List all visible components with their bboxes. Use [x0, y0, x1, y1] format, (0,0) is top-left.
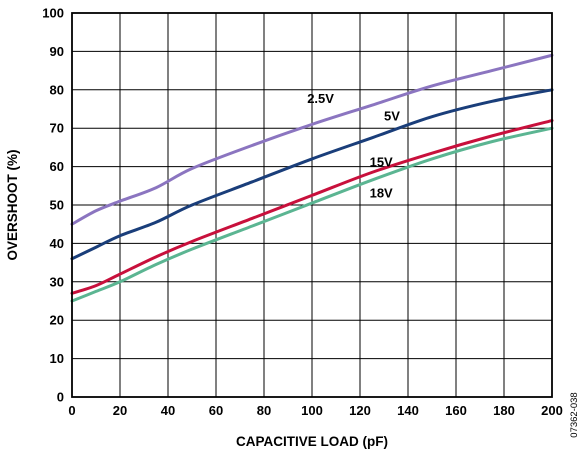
x-tick-label: 80 — [257, 403, 271, 418]
y-tick-label: 70 — [50, 121, 64, 136]
x-tick-label: 60 — [209, 403, 223, 418]
x-tick-label: 140 — [397, 403, 419, 418]
grid — [72, 13, 552, 397]
x-tick-label: 100 — [301, 403, 323, 418]
x-tick-label: 160 — [445, 403, 467, 418]
y-tick-label: 100 — [42, 6, 64, 21]
y-tick-label: 90 — [50, 44, 64, 59]
y-tick-label: 80 — [50, 82, 64, 97]
plot-frame — [71, 12, 553, 398]
x-tick-label: 180 — [493, 403, 515, 418]
tick-labels: 0 20 40 60 80 100 120 140 160 180 200 0 10 20 30 40 50 60… — [42, 6, 563, 419]
y-tick-label: 0 — [57, 390, 64, 405]
series-labels: 2.5V 5V 15V 18V — [307, 91, 400, 200]
y-axis-title: OVERSHOOT (%) — [5, 149, 20, 260]
series-label: 5V — [384, 109, 400, 124]
y-tick-label: 30 — [50, 274, 64, 289]
series-lines — [70, 53, 554, 303]
y-tick-label: 50 — [50, 198, 64, 213]
series-label: 18V — [370, 185, 393, 200]
x-axis-title: CAPACITIVE LOAD (pF) — [236, 434, 388, 449]
x-tick-label: 40 — [161, 403, 175, 418]
figure-id: 07362-038 — [569, 392, 580, 437]
series-label: 2.5V — [307, 91, 334, 106]
y-tick-label: 20 — [50, 313, 64, 328]
y-tick-label: 40 — [50, 236, 64, 251]
x-tick-label: 200 — [541, 403, 563, 418]
y-tick-label: 60 — [50, 159, 64, 174]
series-line-5v — [70, 88, 554, 261]
series-label: 15V — [370, 155, 393, 170]
series-line-18v — [70, 126, 554, 303]
y-tick-label: 10 — [50, 351, 64, 366]
x-tick-label: 0 — [68, 403, 75, 418]
series-line-15v — [70, 119, 554, 295]
series-line-2-5v — [70, 53, 554, 226]
x-tick-label: 20 — [113, 403, 127, 418]
x-tick-label: 120 — [349, 403, 371, 418]
